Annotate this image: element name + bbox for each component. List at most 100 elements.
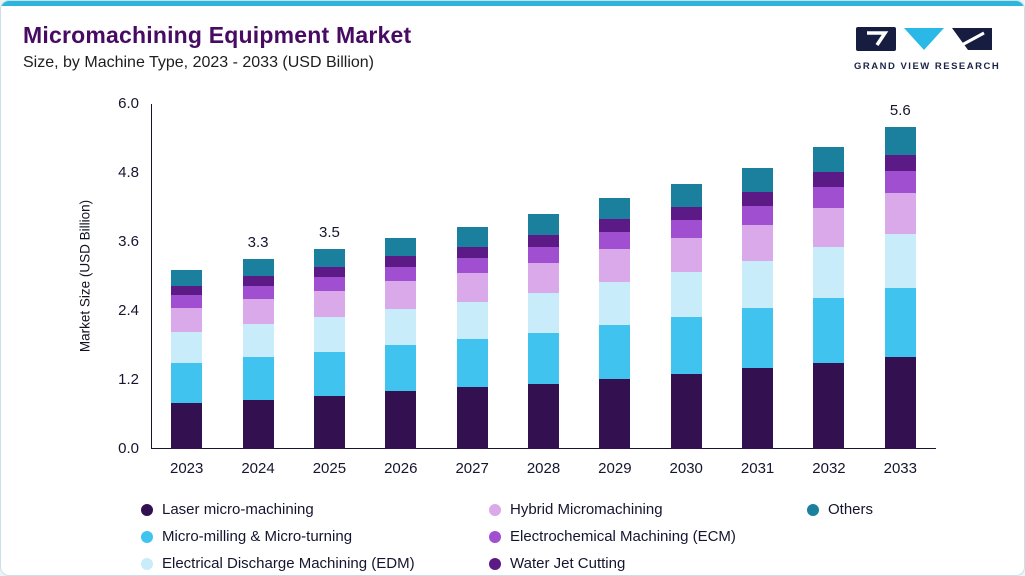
bar-segment bbox=[242, 299, 274, 324]
y-axis-title: Market Size (USD Billion) bbox=[77, 199, 93, 353]
bar-segment bbox=[385, 281, 417, 309]
legend-swatch-icon bbox=[141, 557, 153, 570]
legend: Laser micro-machining Micro-milling & Mic… bbox=[1, 496, 1024, 575]
bar-segment bbox=[599, 249, 631, 282]
bar-segment bbox=[742, 368, 774, 449]
bar-segment bbox=[599, 325, 631, 379]
bar-segment bbox=[884, 288, 916, 357]
x-tick-label: 2025 bbox=[312, 460, 347, 477]
x-tick-label: 2024 bbox=[241, 460, 275, 477]
bar-segment bbox=[884, 127, 916, 155]
bar-segment bbox=[528, 214, 559, 235]
bar-segment bbox=[813, 172, 845, 187]
legend-label: Electrical Discharge Machining (EDM) bbox=[162, 555, 415, 572]
bar-segment bbox=[742, 308, 774, 368]
title-block: Micromachining Equipment Market Size, by… bbox=[23, 22, 411, 72]
bar-segment bbox=[742, 168, 774, 192]
bar-segment bbox=[456, 258, 488, 273]
legend-swatch-icon bbox=[141, 530, 153, 543]
bar-segment bbox=[884, 171, 916, 193]
bar-segment bbox=[599, 219, 631, 232]
bar-2023 bbox=[171, 270, 203, 449]
bar-segment bbox=[670, 272, 702, 317]
bar-segment bbox=[313, 267, 345, 277]
x-tick-label: 2027 bbox=[455, 460, 489, 477]
bar-segment bbox=[171, 403, 203, 449]
bar-segment bbox=[456, 339, 488, 387]
legend-item: Hybrid Micromachining bbox=[489, 501, 807, 518]
legend-label: Electrochemical Machining (ECM) bbox=[510, 528, 736, 545]
y-tick-label: 2.4 bbox=[118, 302, 139, 319]
page-title: Micromachining Equipment Market bbox=[23, 22, 412, 48]
legend-label: Water Jet Cutting bbox=[510, 555, 626, 572]
legend-item: Others bbox=[807, 501, 1024, 518]
bar-segment bbox=[742, 225, 774, 261]
bar-segment bbox=[884, 234, 916, 288]
bar-segment bbox=[313, 277, 345, 291]
legend-label: Hybrid Micromachining bbox=[510, 501, 663, 518]
bar-total-label: 5.6 bbox=[889, 102, 911, 119]
legend-swatch-icon bbox=[489, 557, 501, 570]
bar-segment bbox=[313, 317, 345, 352]
legend-item: Micro-milling & Micro-turning bbox=[141, 528, 489, 545]
bar-segment bbox=[599, 198, 631, 219]
bar-segment bbox=[385, 256, 417, 267]
x-tick-label: 2028 bbox=[526, 460, 561, 477]
bar-segment bbox=[528, 333, 559, 384]
bar-segment bbox=[528, 384, 559, 449]
bar-segment bbox=[599, 282, 631, 325]
page-subtitle: Size, by Machine Type, 2023 - 2033 (USD … bbox=[23, 54, 374, 71]
x-tick-label: 2029 bbox=[598, 460, 632, 477]
legend-swatch-icon bbox=[807, 503, 819, 516]
legend-label: Micro-milling & Micro-turning bbox=[162, 528, 353, 545]
legend-label: Laser micro-machining bbox=[162, 501, 314, 518]
bar-segment bbox=[813, 208, 845, 247]
bar-segment bbox=[528, 247, 559, 263]
bar-segment bbox=[813, 363, 845, 449]
bar-segment bbox=[742, 261, 774, 308]
header: Micromachining Equipment Market Size, by… bbox=[1, 6, 1024, 92]
bar-segment bbox=[456, 227, 488, 247]
bar-segment bbox=[742, 206, 774, 225]
x-tick-label: 2023 bbox=[169, 460, 204, 477]
top-accent-bar bbox=[1, 1, 1024, 6]
bar-segment bbox=[171, 363, 203, 403]
bar-2024 bbox=[242, 259, 274, 449]
legend-item: Electrical Discharge Machining (EDM) bbox=[141, 555, 489, 572]
bar-segment bbox=[599, 379, 631, 449]
x-tick-label: 2032 bbox=[812, 460, 846, 477]
bar-segment bbox=[242, 400, 274, 449]
bar-2029 bbox=[599, 198, 631, 449]
legend-swatch-icon bbox=[489, 503, 501, 516]
y-tick-label: 6.0 bbox=[118, 95, 139, 112]
bar-segment bbox=[813, 147, 845, 172]
bar-2031 bbox=[742, 168, 774, 449]
bar-segment bbox=[670, 374, 702, 449]
bar-segment bbox=[670, 317, 702, 374]
bar-segment bbox=[813, 187, 845, 208]
bar-segment bbox=[742, 192, 774, 206]
bar-2026 bbox=[385, 238, 417, 449]
bar-2033 bbox=[884, 127, 916, 449]
bar-segment bbox=[171, 308, 203, 332]
logo-mark-icon bbox=[856, 27, 992, 51]
legend-label: Others bbox=[828, 501, 874, 518]
bar-segment bbox=[171, 286, 203, 295]
bar-segment bbox=[242, 357, 274, 400]
bar-segment bbox=[456, 302, 488, 339]
bar-segment bbox=[884, 155, 916, 171]
bar-2032 bbox=[813, 147, 845, 449]
bar-segment bbox=[456, 247, 488, 258]
bar-2027 bbox=[456, 227, 488, 449]
bar-segment bbox=[670, 184, 702, 207]
bar-segment bbox=[528, 263, 559, 293]
bar-segment bbox=[670, 207, 702, 220]
legend-item: Laser micro-machining bbox=[141, 501, 489, 518]
bar-segment bbox=[242, 324, 274, 357]
bar-segment bbox=[313, 352, 345, 396]
bar-segment bbox=[242, 259, 274, 276]
bar-segment bbox=[171, 332, 203, 363]
logo-text: GRAND VIEW RESEARCH bbox=[854, 61, 1001, 72]
bar-segment bbox=[813, 247, 845, 298]
